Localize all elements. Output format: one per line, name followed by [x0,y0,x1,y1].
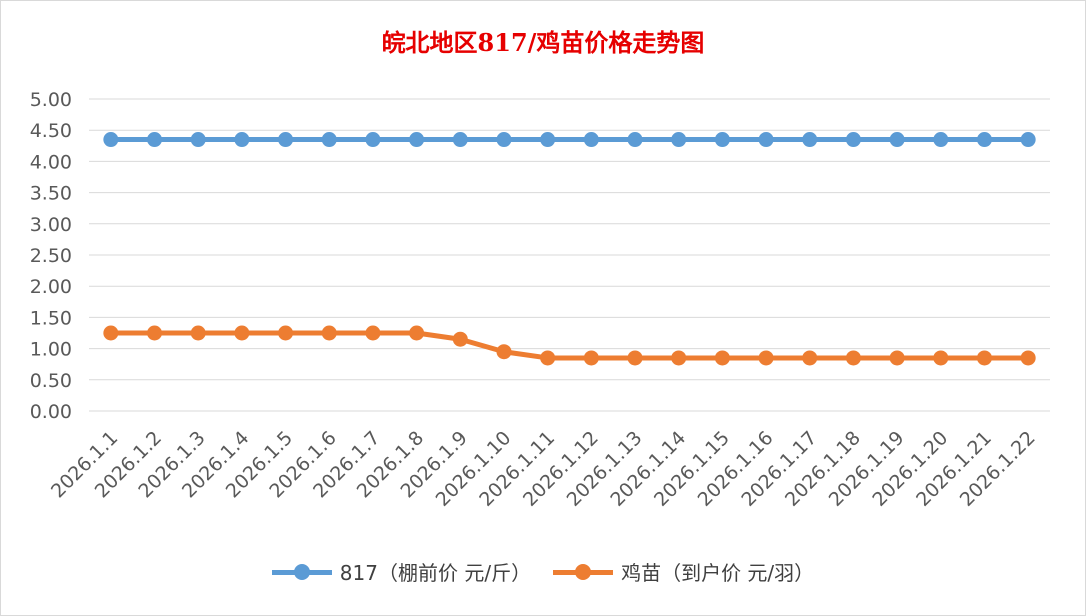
data-point-1 [583,350,599,366]
data-point-0 [147,132,163,148]
data-point-0 [365,132,381,148]
data-point-1 [103,325,119,341]
data-point-1 [278,325,294,341]
series-line-1 [110,330,1029,361]
y-tick-label: 4.00 [30,151,72,173]
data-point-0 [190,132,206,148]
data-point-0 [889,132,905,148]
legend-marker-chick [575,563,592,580]
data-point-1 [234,325,250,341]
legend-label-817: 817（棚前价 元/斤） [339,561,532,585]
legend-item-817[interactable]: 817（棚前价 元/斤） [271,557,532,586]
data-point-1 [933,350,949,366]
legend-label-chick: 鸡苗（到户价 元/羽） [621,561,815,585]
data-point-0 [627,132,643,148]
data-point-1 [758,350,774,366]
legend-item-chick[interactable]: 鸡苗（到户价 元/羽） [553,557,814,586]
data-point-0 [540,132,556,148]
y-tick-label: 2.50 [30,245,72,267]
data-point-1 [540,350,556,366]
y-tick-label: 0.00 [30,401,72,423]
data-point-0 [671,132,687,148]
data-point-1 [321,325,337,341]
data-point-1 [452,331,468,347]
data-point-1 [496,344,512,360]
y-tick-label: 3.50 [30,183,72,205]
data-point-0 [103,132,119,148]
data-point-1 [671,350,687,366]
data-point-0 [802,132,818,148]
data-point-0 [496,132,512,148]
legend-marker-817 [293,563,310,580]
legend: 817（棚前价 元/斤） 鸡苗（到户价 元/羽） [1,557,1085,586]
y-tick-label: 1.50 [30,307,72,329]
data-point-0 [278,132,294,148]
data-point-1 [365,325,381,341]
data-point-0 [583,132,599,148]
y-tick-label: 2.00 [30,276,72,298]
data-point-1 [147,325,163,341]
data-point-0 [758,132,774,148]
data-point-1 [802,350,818,366]
data-point-1 [714,350,730,366]
data-point-0 [452,132,468,148]
data-point-0 [321,132,337,148]
data-point-0 [409,132,425,148]
legend-swatch-chick [553,559,614,585]
chart-title: 皖北地区817/鸡苗价格走势图 [381,28,705,57]
data-point-1 [845,350,861,366]
y-tick-label: 5.00 [30,89,72,111]
data-point-1 [627,350,643,366]
data-point-0 [976,132,992,148]
data-point-0 [234,132,250,148]
y-tick-label: 3.00 [30,214,72,236]
data-point-1 [976,350,992,366]
data-point-0 [845,132,861,148]
data-point-1 [1020,350,1036,366]
data-point-1 [889,350,905,366]
y-tick-label: 0.50 [30,370,72,392]
data-point-0 [1020,132,1036,148]
data-point-0 [714,132,730,148]
data-point-0 [933,132,949,148]
legend-swatch-817 [271,559,332,585]
y-tick-label: 1.00 [30,339,72,361]
data-point-1 [190,325,206,341]
y-tick-label: 4.50 [30,120,72,142]
data-point-1 [409,325,425,341]
